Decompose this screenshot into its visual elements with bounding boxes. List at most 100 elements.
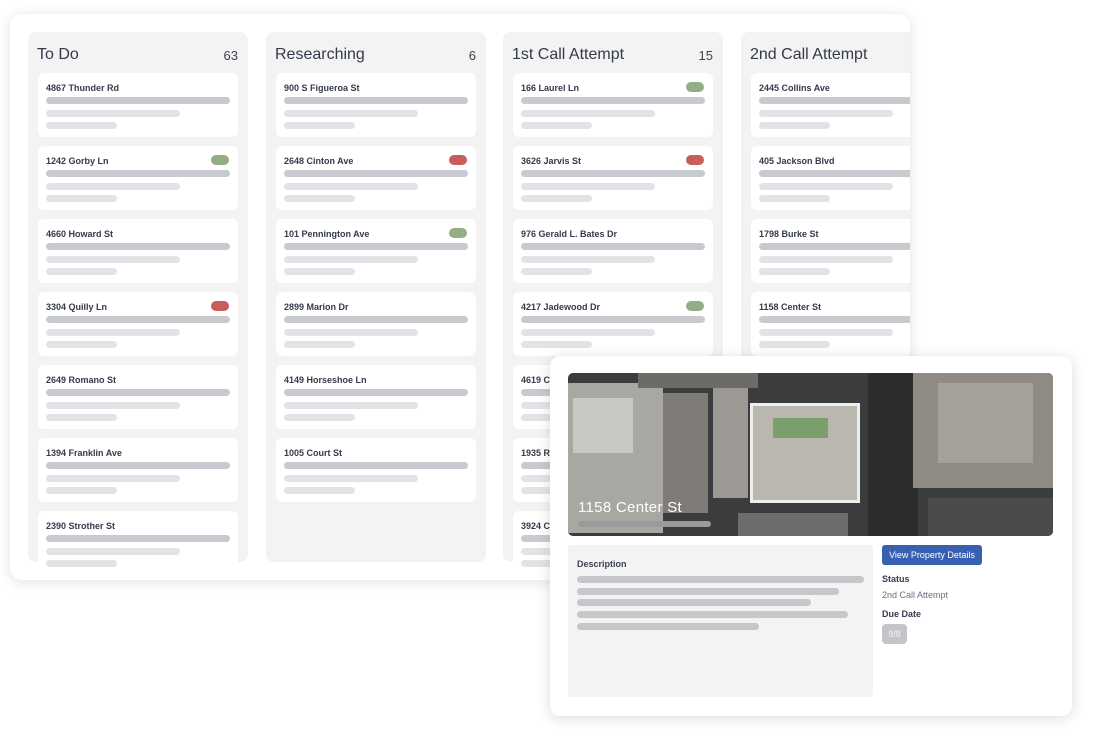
placeholder-bar: [759, 183, 893, 190]
column-header: To Do 63: [37, 44, 238, 66]
placeholder-bar: [284, 243, 468, 250]
property-card[interactable]: 1158 Center St: [751, 292, 910, 356]
status-label: Status: [882, 574, 910, 584]
property-card[interactable]: 1005 Court St: [276, 438, 476, 502]
placeholder-bar: [46, 402, 180, 409]
card-address: 2445 Collins Ave: [759, 83, 830, 93]
status-tag-green: [211, 155, 229, 165]
status-value: 2nd Call Attempt: [882, 590, 949, 600]
column-title: 1st Call Attempt: [512, 46, 625, 63]
property-card[interactable]: 2648 Cinton Ave: [276, 146, 476, 210]
placeholder-bar: [46, 170, 230, 177]
property-card[interactable]: 2649 Romano St: [38, 365, 238, 429]
column-count: 63: [223, 47, 238, 63]
placeholder-bar: [46, 316, 230, 323]
placeholder-bar: [284, 402, 418, 409]
property-card[interactable]: 4217 Jadewood Dr: [513, 292, 713, 356]
column-title: To Do: [37, 46, 79, 63]
placeholder-bar: [521, 316, 705, 323]
placeholder-bar: [46, 110, 180, 117]
placeholder-bar: [46, 462, 230, 469]
property-card[interactable]: 405 Jackson Blvd: [751, 146, 910, 210]
placeholder-bar: [578, 521, 711, 527]
placeholder-line: [577, 576, 864, 583]
placeholder-bar: [46, 389, 230, 396]
property-card[interactable]: 2899 Marion Dr: [276, 292, 476, 356]
property-card[interactable]: 2445 Collins Ave: [751, 73, 910, 137]
column-1: Researching 6 900 S Figueroa St 2648 Cinto…: [266, 32, 486, 562]
placeholder-bar: [521, 170, 705, 177]
placeholder-bar: [759, 122, 830, 129]
property-card[interactable]: 101 Pennington Ave: [276, 219, 476, 283]
placeholder-bar: [521, 97, 705, 104]
placeholder-line: [577, 623, 759, 630]
placeholder-bar: [46, 475, 180, 482]
placeholder-bar: [759, 110, 893, 117]
property-card[interactable]: 4149 Horseshoe Ln: [276, 365, 476, 429]
column-title: Researching: [275, 46, 365, 63]
placeholder-bar: [46, 560, 117, 567]
placeholder-bar: [284, 341, 355, 348]
card-address: 1005 Court St: [284, 448, 343, 458]
status-tag-green: [449, 228, 467, 238]
placeholder-bar: [46, 329, 180, 336]
card-address: 900 S Figueroa St: [284, 83, 360, 93]
property-card[interactable]: 166 Laurel Ln: [513, 73, 713, 137]
placeholder-bar: [284, 487, 355, 494]
card-address: 4149 Horseshoe Ln: [284, 375, 367, 385]
description-box: Description: [568, 545, 873, 697]
placeholder-bar: [759, 243, 910, 250]
property-card[interactable]: 2390 Strother St: [38, 511, 238, 575]
placeholder-bar: [759, 316, 910, 323]
due-date-label: Due Date: [882, 609, 922, 619]
property-card[interactable]: 1242 Gorby Ln: [38, 146, 238, 210]
property-card[interactable]: 3626 Jarvis St: [513, 146, 713, 210]
placeholder-bar: [284, 256, 418, 263]
placeholder-bar: [521, 183, 655, 190]
card-address: 3626 Jarvis St: [521, 156, 582, 166]
placeholder-bar: [46, 122, 117, 129]
property-card[interactable]: 3304 Quilly Ln: [38, 292, 238, 356]
placeholder-bar: [284, 183, 418, 190]
status-tag-red: [211, 301, 229, 311]
property-card[interactable]: 976 Gerald L. Bates Dr: [513, 219, 713, 283]
column-header: 2nd Call Attempt: [750, 44, 910, 66]
placeholder-line: [577, 599, 811, 606]
placeholder-bar: [521, 329, 655, 336]
placeholder-bar: [46, 256, 180, 263]
placeholder-bar: [46, 97, 230, 104]
property-card[interactable]: 900 S Figueroa St: [276, 73, 476, 137]
due-date-badge: 9/8: [882, 624, 907, 644]
card-address: 2390 Strother St: [46, 521, 116, 531]
card-address: 1158 Center St: [759, 302, 822, 312]
placeholder-line: [577, 611, 848, 618]
property-card[interactable]: 4660 Howard St: [38, 219, 238, 283]
placeholder-bar: [284, 97, 468, 104]
card-address: 1242 Gorby Ln: [46, 156, 109, 166]
placeholder-line: [577, 588, 839, 595]
kanban-board: To Do 63 4867 Thunder Rd 1242 Gorby Ln 4660…: [10, 14, 910, 580]
placeholder-bar: [759, 329, 893, 336]
placeholder-bar: [46, 341, 117, 348]
status-tag-red: [686, 155, 704, 165]
placeholder-bar: [759, 195, 830, 202]
property-title: 1158 Center St: [578, 499, 682, 516]
status-tag-red: [449, 155, 467, 165]
placeholder-bar: [284, 389, 468, 396]
placeholder-bar: [284, 122, 355, 129]
placeholder-bar: [521, 256, 655, 263]
placeholder-bar: [284, 268, 355, 275]
property-card[interactable]: 4867 Thunder Rd: [38, 73, 238, 137]
placeholder-bar: [284, 329, 418, 336]
property-card[interactable]: 1798 Burke St: [751, 219, 910, 283]
card-address: 101 Pennington Ave: [284, 229, 370, 239]
placeholder-bar: [46, 487, 117, 494]
placeholder-bar: [284, 110, 418, 117]
card-address: 2899 Marion Dr: [284, 302, 349, 312]
placeholder-bar: [284, 195, 355, 202]
view-property-details-button[interactable]: View Property Details: [882, 545, 982, 565]
placeholder-bar: [46, 414, 117, 421]
card-address: 976 Gerald L. Bates Dr: [521, 229, 618, 239]
property-card[interactable]: 1394 Franklin Ave: [38, 438, 238, 502]
card-address: 4619 C: [521, 375, 551, 385]
